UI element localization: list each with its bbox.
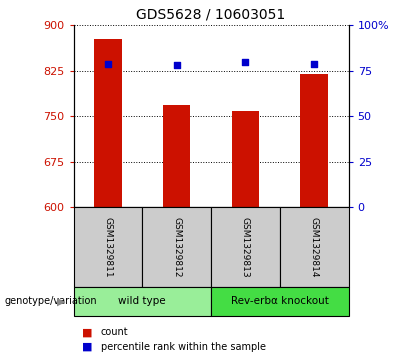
Text: GSM1329813: GSM1329813: [241, 216, 250, 277]
Point: [311, 61, 318, 66]
Point: [105, 61, 111, 66]
Title: GDS5628 / 10603051: GDS5628 / 10603051: [136, 8, 286, 21]
Text: percentile rank within the sample: percentile rank within the sample: [101, 342, 266, 352]
Text: count: count: [101, 327, 129, 337]
Text: GSM1329811: GSM1329811: [103, 216, 113, 277]
Text: GSM1329814: GSM1329814: [310, 217, 319, 277]
Point: [242, 59, 249, 65]
Bar: [94, 39, 122, 207]
Text: wild type: wild type: [118, 296, 166, 306]
Point: [173, 62, 180, 68]
Bar: [232, 111, 259, 207]
Text: ■: ■: [82, 327, 92, 337]
Text: ■: ■: [82, 342, 92, 352]
Bar: [300, 74, 328, 207]
Text: genotype/variation: genotype/variation: [4, 296, 97, 306]
Bar: [163, 105, 190, 207]
Text: ▶: ▶: [57, 296, 65, 306]
Text: Rev-erbα knockout: Rev-erbα knockout: [231, 296, 329, 306]
Text: GSM1329812: GSM1329812: [172, 217, 181, 277]
